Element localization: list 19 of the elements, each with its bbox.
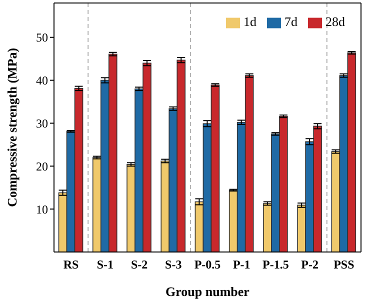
y-tick-label: 10	[36, 202, 48, 216]
y-tick-label: 40	[36, 74, 48, 88]
y-axis-title: Compressive strength (MPa)	[4, 48, 20, 208]
x-tick-label: P-0.5	[194, 258, 221, 272]
y-tick-label: 20	[36, 159, 48, 174]
x-axis-title: Group number	[166, 284, 250, 299]
legend-label: 28d	[326, 14, 345, 29]
y-tick-label: 30	[36, 116, 48, 130]
legend-label: 1d	[244, 14, 256, 29]
legend-label: 7d	[284, 14, 298, 29]
x-tick-label: P-1	[232, 258, 250, 272]
y-tick-label: 50	[36, 30, 48, 45]
x-tick-label: PSS	[334, 258, 355, 272]
x-tick-label: P-2	[301, 258, 318, 272]
x-tick-label: P-1.5	[262, 258, 289, 272]
x-tick-label: S-3	[165, 258, 182, 272]
x-tick-label: S-2	[130, 258, 148, 272]
x-tick-label: RS	[63, 258, 80, 272]
x-tick-label: S-1	[96, 258, 114, 272]
